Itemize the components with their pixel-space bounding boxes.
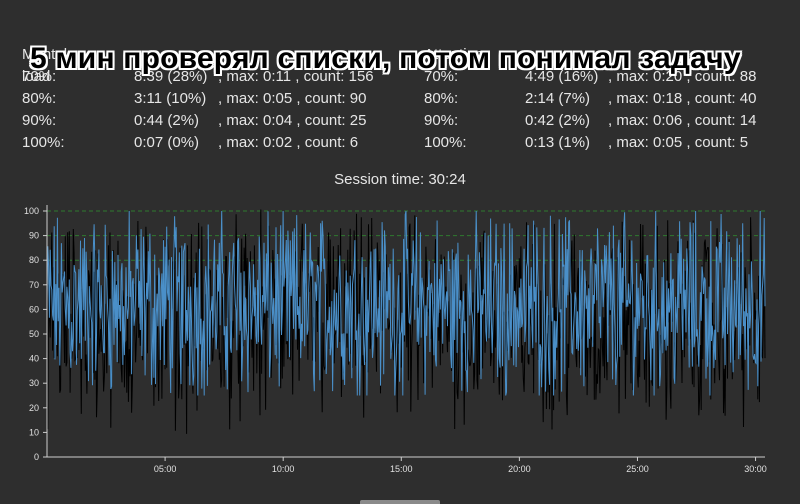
- stats-threshold: 70%:: [424, 68, 459, 85]
- y-tick-label: 10: [29, 427, 39, 437]
- stats-duration: 0:07 (0%): [134, 134, 200, 151]
- stats-max-count: , max: 0:02 , count: 6: [218, 134, 359, 151]
- stats-duration: 0:44 (2%): [134, 112, 200, 129]
- y-tick-label: 20: [29, 403, 39, 413]
- x-tick-label: 30:00: [744, 464, 767, 474]
- session-time: Session time: 30:24: [334, 171, 466, 188]
- x-tick-label: 20:00: [508, 464, 531, 474]
- stats-max-count: , max: 0:11 , count: 156: [218, 68, 374, 85]
- stats-max-count: , max: 0:06 , count: 14: [608, 112, 757, 129]
- stats-duration: 2:14 (7%): [525, 90, 591, 107]
- stats-max-count: , max: 0:05 , count: 90: [218, 90, 367, 107]
- y-tick-label: 90: [29, 231, 39, 241]
- y-tick-label: 70: [29, 280, 39, 290]
- x-tick-label: 15:00: [390, 464, 413, 474]
- stats-max-count: , max: 0:05 , count: 5: [608, 134, 749, 151]
- time-series-chart: 0 10 20 30 40 50 60 70 80 90 100 05:00 10:00 15:00 20:…: [24, 205, 767, 474]
- scroll-handle[interactable]: [360, 500, 440, 504]
- stats-threshold: 80%:: [424, 90, 459, 107]
- stats-threshold: 80%:: [22, 90, 57, 107]
- stats-threshold: 100%:: [22, 134, 65, 151]
- y-tick-label: 50: [29, 329, 39, 339]
- y-tick-label: 30: [29, 378, 39, 388]
- y-tick-label: 0: [34, 452, 39, 462]
- stats-left-title: Mental load: [22, 46, 68, 85]
- stats-threshold: 90%:: [22, 112, 57, 129]
- x-tick-label: 05:00: [154, 464, 177, 474]
- stats-max-count: , max: 0:04 , count: 25: [218, 112, 367, 129]
- stats-max-count: , max: 0:20 , count: 88: [608, 68, 757, 85]
- stats-duration: 3:11 (10%): [134, 90, 207, 107]
- x-tick-label: 10:00: [272, 464, 295, 474]
- stats-duration: 0:13 (1%): [525, 134, 591, 151]
- stats-max-count: , max: 0:18 , count: 40: [608, 90, 757, 107]
- y-tick-label: 100: [24, 206, 39, 216]
- x-tick-label: 25:00: [626, 464, 649, 474]
- stats-right-title: Attention: [424, 46, 484, 63]
- stats-duration: 0:42 (2%): [525, 112, 591, 129]
- series-line-attention: [46, 210, 766, 396]
- stats-duration: 4:49 (16%): [525, 68, 599, 85]
- stats-threshold: 100%:: [424, 134, 467, 151]
- overlay-caption: 5 мин проверял списки, потом понимал зад…: [30, 42, 741, 75]
- stats-threshold: 90%:: [424, 112, 459, 129]
- y-tick-label: 40: [29, 354, 39, 364]
- y-tick-label: 80: [29, 255, 39, 265]
- stats-duration: 8:39 (28%): [134, 68, 208, 85]
- y-tick-label: 60: [29, 304, 39, 314]
- stats-threshold: 70%:: [22, 68, 57, 85]
